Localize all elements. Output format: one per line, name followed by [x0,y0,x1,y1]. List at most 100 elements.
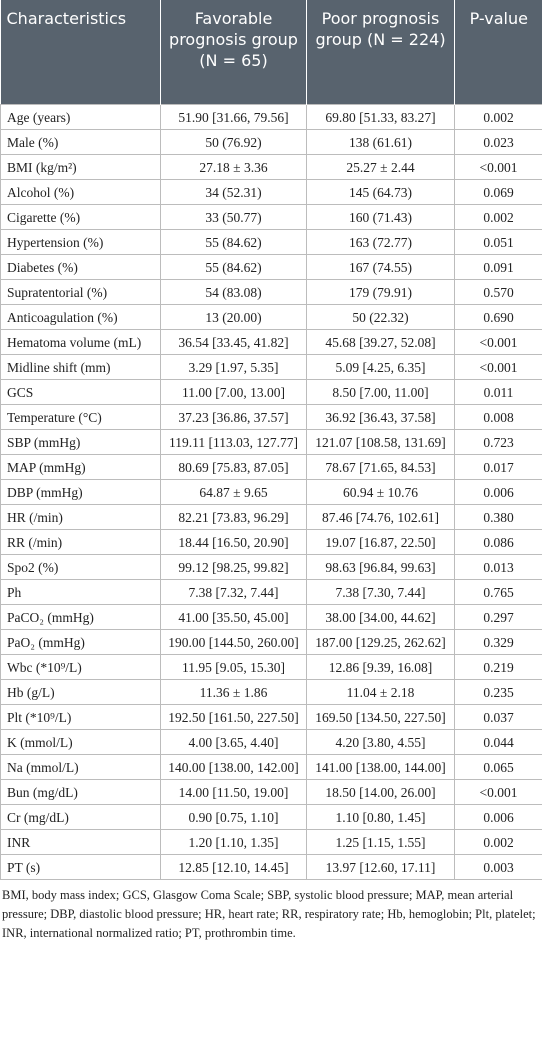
row-label: Midline shift (mm) [0,354,161,380]
column-header: P-value [454,0,542,105]
cell: 0.002 [454,104,542,130]
cell: 0.570 [454,279,542,305]
cell: 138 (61.61) [306,129,455,155]
cell: 0.235 [454,679,542,705]
cell: 163 (72.77) [306,229,455,255]
table-row: Male (%) 50 (76.92) 138 (61.61) 0.023 [0,129,542,155]
table-row: Age (years) 51.90 [31.66, 79.56] 69.80 [51… [0,104,542,130]
cell: 18.44 [16.50, 20.90] [160,529,307,555]
cell: 11.00 [7.00, 13.00] [160,379,307,405]
cell: 12.86 [9.39, 16.08] [306,654,455,680]
cell: 4.20 [3.80, 4.55] [306,729,455,755]
cell: 55 (84.62) [160,229,307,255]
row-label: Diabetes (%) [0,254,161,280]
cell: 12.85 [12.10, 14.45] [160,854,307,880]
table-row: Cr (mg/dL) 0.90 [0.75, 1.10] 1.10 [0.80, 1… [0,804,542,830]
cell: 121.07 [108.58, 131.69] [306,429,455,455]
cell: 0.002 [454,829,542,855]
cell: 187.00 [129.25, 262.62] [306,629,455,655]
table-body: Age (years) 51.90 [31.66, 79.56] 69.80 [51… [0,104,542,880]
cell: 0.690 [454,304,542,330]
cell: 78.67 [71.65, 84.53] [306,454,455,480]
table-row: Anticoagulation (%) 13 (20.00) 50 (22.32) 0… [0,304,542,330]
cell: 7.38 [7.32, 7.44] [160,579,307,605]
row-label: Supratentorial (%) [0,279,161,305]
cell: 141.00 [138.00, 144.00] [306,754,455,780]
cell: 8.50 [7.00, 11.00] [306,379,455,405]
table-row: Alcohol (%) 34 (52.31) 145 (64.73) 0.069 [0,179,542,205]
table-row: RR (/min) 18.44 [16.50, 20.90] 19.07 [16.8… [0,529,542,555]
cell: 45.68 [39.27, 52.08] [306,329,455,355]
table-row: K (mmol/L) 4.00 [3.65, 4.40] 4.20 [3.80, 4… [0,729,542,755]
cell: 13 (20.00) [160,304,307,330]
cell: 54 (83.08) [160,279,307,305]
table-row: Cigarette (%) 33 (50.77) 160 (71.43) 0.002 [0,204,542,230]
cell: 0.017 [454,454,542,480]
table-row: Midline shift (mm) 3.29 [1.97, 5.35] 5.09 … [0,354,542,380]
cell: 169.50 [134.50, 227.50] [306,704,455,730]
cell: 33 (50.77) [160,204,307,230]
row-label: PT (s) [0,854,161,880]
table-row: BMI (kg/m²) 27.18 ± 3.36 25.27 ± 2.44 <0.00… [0,154,542,180]
table-row: Plt (*10⁹/L) 192.50 [161.50, 227.50] 169.5… [0,704,542,730]
row-label: Male (%) [0,129,161,155]
cell: 1.20 [1.10, 1.35] [160,829,307,855]
cell: 140.00 [138.00, 142.00] [160,754,307,780]
cell: 0.006 [454,479,542,505]
table-row: Spo2 (%) 99.12 [98.25, 99.82] 98.63 [96.84… [0,554,542,580]
table-row: PaO₂ (mmHg) 190.00 [144.50, 260.00] 187.00… [0,629,542,655]
row-label: Temperature (°C) [0,404,161,430]
cell: 0.008 [454,404,542,430]
cell: 0.765 [454,579,542,605]
cell: 82.21 [73.83, 96.29] [160,504,307,530]
table-row: INR 1.20 [1.10, 1.35] 1.25 [1.15, 1.55] 0.0… [0,829,542,855]
header-row: Characteristics Favorable prognosis grou… [0,0,542,105]
table-row: HR (/min) 82.21 [73.83, 96.29] 87.46 [74.7… [0,504,542,530]
cell: 87.46 [74.76, 102.61] [306,504,455,530]
row-label: MAP (mmHg) [0,454,161,480]
cell: 51.90 [31.66, 79.56] [160,104,307,130]
table-row: Bun (mg/dL) 14.00 [11.50, 19.00] 18.50 [14… [0,779,542,805]
cell: 0.002 [454,204,542,230]
cell: 0.329 [454,629,542,655]
row-label: RR (/min) [0,529,161,555]
table-row: Ph 7.38 [7.32, 7.44] 7.38 [7.30, 7.44] 0.76… [0,579,542,605]
cell: 167 (74.55) [306,254,455,280]
cell: <0.001 [454,779,542,805]
cell: 19.07 [16.87, 22.50] [306,529,455,555]
cell: 60.94 ± 10.76 [306,479,455,505]
data-table: Characteristics Favorable prognosis grou… [0,0,542,880]
cell: 50 (76.92) [160,129,307,155]
cell: 50 (22.32) [306,304,455,330]
table-row: MAP (mmHg) 80.69 [75.83, 87.05] 78.67 [71.… [0,454,542,480]
cell: 13.97 [12.60, 17.11] [306,854,455,880]
cell: 0.013 [454,554,542,580]
table-row: DBP (mmHg) 64.87 ± 9.65 60.94 ± 10.76 0.006 [0,479,542,505]
row-label: Age (years) [0,104,161,130]
table-row: Hematoma volume (mL) 36.54 [33.45, 41.82]… [0,329,542,355]
cell: 0.219 [454,654,542,680]
cell: 0.037 [454,704,542,730]
cell: 64.87 ± 9.65 [160,479,307,505]
row-label: Na (mmol/L) [0,754,161,780]
table-row: PT (s) 12.85 [12.10, 14.45] 13.97 [12.60, … [0,854,542,880]
row-label: Cigarette (%) [0,204,161,230]
cell: 0.086 [454,529,542,555]
cell: 36.54 [33.45, 41.82] [160,329,307,355]
cell: 18.50 [14.00, 26.00] [306,779,455,805]
row-label: DBP (mmHg) [0,479,161,505]
row-label: GCS [0,379,161,405]
cell: 98.63 [96.84, 99.63] [306,554,455,580]
row-label: Cr (mg/dL) [0,804,161,830]
row-label: Hematoma volume (mL) [0,329,161,355]
table-row: GCS 11.00 [7.00, 13.00] 8.50 [7.00, 11.00]… [0,379,542,405]
cell: 11.04 ± 2.18 [306,679,455,705]
cell: 37.23 [36.86, 37.57] [160,404,307,430]
cell: 0.380 [454,504,542,530]
cell: 0.297 [454,604,542,630]
row-label: Alcohol (%) [0,179,161,205]
row-label: Hb (g/L) [0,679,161,705]
row-label: PaCO₂ (mmHg) [0,604,161,630]
cell: 55 (84.62) [160,254,307,280]
cell: 192.50 [161.50, 227.50] [160,704,307,730]
